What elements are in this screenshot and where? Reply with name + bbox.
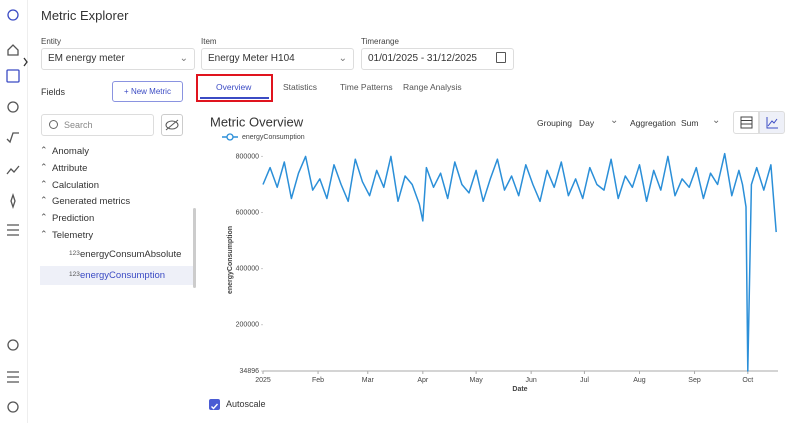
- chart: Metric Overview energyConsumption Date 3…: [210, 114, 778, 393]
- x-tick-label: Mar: [362, 377, 375, 384]
- x-tick-label: Oct: [742, 377, 753, 384]
- x-tick-label: 2025: [255, 377, 271, 384]
- user-icon[interactable]: [7, 401, 19, 413]
- highlight-box: [196, 74, 273, 102]
- field-item[interactable]: energyConsumption: [80, 270, 166, 281]
- nav-rail: [0, 0, 28, 423]
- x-axis-title: Date: [512, 386, 527, 393]
- eye-off-icon: [165, 119, 179, 131]
- home-icon[interactable]: [7, 44, 19, 56]
- fields-label: Fields: [41, 87, 66, 97]
- tab[interactable]: Range Analysis: [403, 82, 462, 92]
- dropdown-caret: ⌄: [179, 53, 188, 64]
- grouping-label: Grouping: [537, 118, 572, 128]
- selected-row: [40, 266, 193, 285]
- chart-title: Metric Overview: [210, 114, 304, 129]
- y-tick-label: 600000: [236, 209, 259, 216]
- tree-caret[interactable]: ⌃: [40, 161, 48, 172]
- dropdown-caret: ⌄: [712, 115, 721, 126]
- entity-select[interactable]: EM energy meter ⌄: [41, 48, 195, 70]
- nav-icons: [6, 9, 28, 413]
- tab[interactable]: Statistics: [283, 82, 318, 92]
- sliders-icon[interactable]: [7, 371, 19, 383]
- scrollbar: [193, 208, 196, 288]
- table-icon: [740, 116, 753, 129]
- new-metric-button[interactable]: + New Metric: [112, 81, 183, 102]
- formula-icon[interactable]: [6, 132, 19, 144]
- legend-label: energyConsumption: [242, 134, 305, 141]
- y-axis-title: energyConsumption: [227, 226, 234, 294]
- search-icon: [49, 120, 58, 129]
- y-tick-label: 34896: [240, 368, 260, 375]
- grouping-select[interactable]: Day: [579, 118, 595, 128]
- timerange-value: 01/01/2025 - 31/12/2025: [368, 53, 477, 64]
- tree-caret[interactable]: ⌃: [40, 212, 48, 223]
- y-tick-label: 400000: [236, 265, 259, 272]
- tree-group[interactable]: Calculation: [52, 179, 99, 191]
- autoscale-label: Autoscale: [226, 399, 266, 409]
- aggregation-select[interactable]: Sum: [681, 118, 699, 128]
- tree-group[interactable]: Telemetry: [52, 230, 94, 241]
- aggregation-label: Aggregation: [630, 118, 676, 128]
- field-item[interactable]: energyConsumAbsolute: [80, 249, 182, 260]
- type-icon: 123: [69, 250, 80, 257]
- tree-caret[interactable]: ⌃: [40, 195, 48, 206]
- tree-group[interactable]: Attribute: [52, 162, 88, 174]
- line-chart-icon: [766, 117, 778, 129]
- dropdown-caret: ⌄: [338, 53, 347, 64]
- chart-view-button[interactable]: [759, 111, 785, 134]
- sparkle-icon[interactable]: [10, 192, 16, 210]
- visibility-toggle[interactable]: [161, 114, 183, 136]
- item-select[interactable]: Energy Meter H104 ⌄: [201, 48, 354, 70]
- search-placeholder: Search: [64, 120, 93, 130]
- tab[interactable]: Overview: [216, 82, 252, 92]
- x-tick-label: Jul: [580, 377, 589, 384]
- tree-caret[interactable]: ⌃: [40, 229, 48, 239]
- tree-caret[interactable]: ⌃: [40, 178, 48, 189]
- x-tick-label: Jun: [526, 377, 537, 384]
- tab[interactable]: Time Patterns: [340, 82, 393, 92]
- check-icon: [211, 403, 219, 410]
- tab-underline: [200, 97, 269, 99]
- x-tick-label: Apr: [417, 377, 429, 384]
- menu-icon[interactable]: [7, 224, 19, 236]
- x-tick-label: May: [469, 377, 483, 384]
- series-line: [262, 152, 777, 372]
- x-tick-label: Aug: [633, 377, 646, 384]
- tree-group[interactable]: Generated metrics: [52, 196, 131, 208]
- legend-marker: [226, 133, 234, 141]
- y-tick-label: 200000: [236, 322, 259, 329]
- trend-icon[interactable]: [6, 165, 20, 175]
- entity-label: Entity: [41, 37, 62, 46]
- item-label: Item: [201, 37, 217, 46]
- chart-icon[interactable]: [6, 69, 20, 83]
- tree-group[interactable]: Prediction: [52, 213, 95, 225]
- tree-caret[interactable]: ⌃: [40, 145, 48, 155]
- dropdown-caret: ⌄: [610, 115, 619, 126]
- calendar-icon[interactable]: [496, 52, 506, 63]
- table-view-button[interactable]: [733, 111, 759, 134]
- logo: [7, 9, 19, 21]
- settings-icon[interactable]: [7, 339, 19, 351]
- search-icon[interactable]: [7, 101, 19, 113]
- x-tick-label: Feb: [312, 377, 324, 384]
- expand-arrow[interactable]: [23, 57, 28, 67]
- timerange-input[interactable]: 01/01/2025 - 31/12/2025: [361, 48, 514, 70]
- y-tick-label: 800000: [236, 153, 259, 160]
- item-value: Energy Meter H104: [208, 53, 295, 64]
- type-icon: 123: [69, 271, 80, 278]
- page-title: Metric Explorer: [41, 8, 129, 23]
- search-input[interactable]: Search: [41, 114, 154, 136]
- autoscale-checkbox[interactable]: [209, 399, 220, 410]
- timerange-label: Timerange: [361, 37, 399, 46]
- entity-value: EM energy meter: [48, 53, 125, 64]
- x-tick-label: Sep: [688, 377, 701, 384]
- tree-group[interactable]: Anomaly: [52, 146, 89, 157]
